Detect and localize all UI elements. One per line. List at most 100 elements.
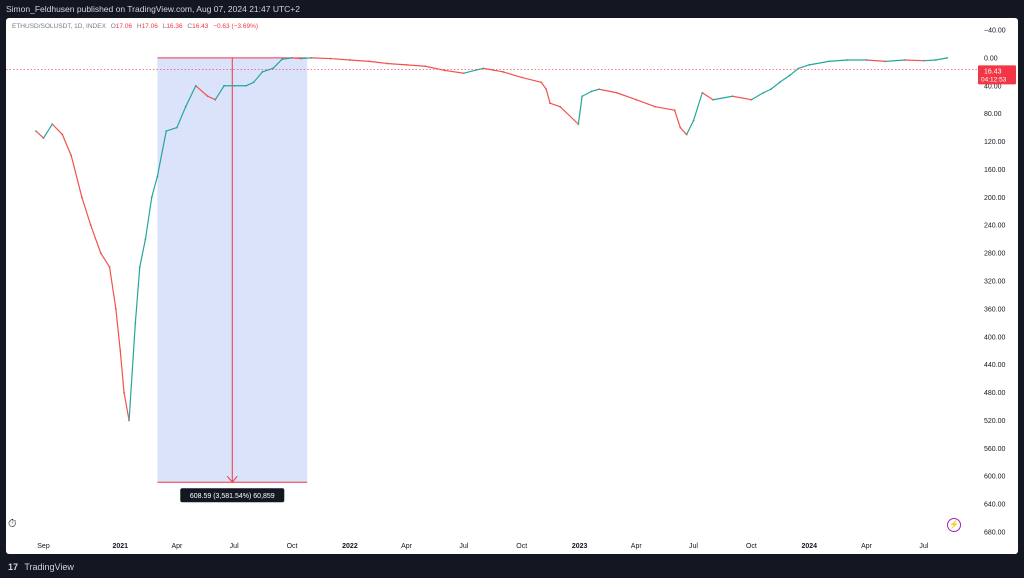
x-tick-label: Jul: [459, 543, 468, 550]
series-segment: [598, 88, 617, 94]
y-tick-label: 560.00: [984, 446, 1006, 453]
series-segment: [90, 225, 102, 254]
series-segment: [828, 59, 848, 62]
x-tick-label: Jul: [230, 543, 239, 550]
series-segment: [185, 85, 197, 107]
series-segment: [674, 109, 681, 128]
measure-arrow-head: [226, 475, 238, 483]
series-segment: [751, 92, 764, 101]
series-segment: [779, 74, 791, 83]
x-tick-label: Oct: [516, 543, 527, 550]
series-segment: [701, 92, 714, 101]
series-segment: [81, 197, 92, 226]
y-tick-label: 520.00: [984, 418, 1006, 425]
series-segment: [349, 59, 370, 62]
y-tick-label: 240.00: [984, 223, 1006, 230]
series-segment: [712, 95, 733, 101]
x-tick-label: Oct: [746, 543, 757, 550]
series-segment: [770, 81, 781, 90]
open-label: O: [110, 23, 116, 30]
series-segment: [935, 57, 948, 61]
y-tick-label: 640.00: [984, 502, 1006, 509]
lightning-icon[interactable]: ⚡: [947, 518, 961, 532]
series-segment: [549, 102, 561, 108]
series-segment: [521, 76, 542, 83]
series-segment: [463, 67, 484, 74]
y-tick-label: 280.00: [984, 251, 1006, 258]
series-segment: [272, 58, 283, 69]
series-segment: [763, 88, 772, 94]
measure-tool[interactable]: 608.59 (3,581.54%) 60,859: [157, 57, 308, 503]
series-segment: [369, 60, 388, 65]
price-tag: [978, 65, 1016, 85]
price-tag-countdown: 04:12:53: [981, 76, 1007, 83]
tradingview-logo[interactable]: 17: [8, 562, 19, 572]
x-tick-label: 2022: [342, 543, 358, 550]
y-tick-label: 360.00: [984, 306, 1006, 313]
series-segment: [692, 92, 703, 121]
series-segment: [195, 85, 209, 97]
low-label: L: [162, 23, 167, 30]
y-tick-label: 440.00: [984, 362, 1006, 369]
x-tick-label: 2024: [801, 543, 817, 550]
series-segment: [128, 322, 136, 421]
y-tick-label: 160.00: [984, 167, 1006, 174]
x-tick-label: Jul: [919, 543, 928, 550]
series-segment: [144, 197, 153, 240]
series-segment: [387, 62, 407, 66]
y-tick-label: 600.00: [984, 474, 1006, 481]
series-segment: [655, 106, 675, 111]
series-segment: [923, 59, 936, 62]
x-tick-label: 2021: [112, 543, 128, 550]
series-segment: [636, 99, 656, 108]
close-value: 16.43: [192, 23, 209, 30]
series-segment: [108, 266, 117, 309]
series-segment: [166, 127, 178, 132]
series-segment: [330, 57, 350, 61]
series-segment: [798, 64, 810, 69]
symbol-name[interactable]: ETHUSD/SOLUSDT, 1D, INDEX: [12, 23, 106, 30]
series-segment: [139, 239, 147, 268]
y-tick-label: 400.00: [984, 334, 1006, 341]
series-segment: [559, 106, 579, 125]
y-tick-label: −40.00: [984, 28, 1006, 35]
series-segment: [591, 88, 600, 92]
y-tick-label: 200.00: [984, 195, 1006, 202]
series-segment: [540, 81, 547, 90]
x-tick-label: Oct: [287, 543, 298, 550]
tradingview-brand[interactable]: TradingView: [24, 562, 74, 572]
series-segment: [866, 59, 886, 62]
series-segment: [207, 95, 216, 101]
series-segment: [115, 308, 121, 351]
series-segment: [123, 392, 130, 421]
x-tick-label: Apr: [631, 543, 643, 550]
series-segment: [35, 130, 44, 139]
series-segment: [545, 89, 551, 104]
price-tag-value: 16.43: [984, 68, 1002, 75]
series-segment: [732, 95, 752, 101]
series-segment: [616, 92, 637, 101]
y-tick-label: 120.00: [984, 139, 1006, 146]
x-tick-label: Apr: [171, 543, 183, 550]
high-value: 17.06: [141, 23, 158, 30]
series-segment: [176, 106, 187, 128]
x-tick-label: Apr: [861, 543, 873, 550]
stopwatch-icon[interactable]: ⏱: [8, 518, 17, 530]
price-series: [35, 56, 948, 422]
series-segment: [156, 130, 167, 177]
high-label: H: [136, 23, 142, 30]
series-segment: [300, 57, 312, 60]
x-tick-label: Jul: [689, 543, 698, 550]
series-segment: [119, 350, 125, 393]
y-tick-label: 320.00: [984, 279, 1006, 286]
low-value: 16.36: [166, 23, 183, 30]
series-segment: [885, 59, 905, 62]
series-segment: [253, 71, 263, 83]
series-segment: [679, 127, 688, 135]
series-segment: [134, 267, 141, 323]
series-segment: [686, 120, 695, 135]
measure-label: 608.59 (3,581.54%) 60,859: [190, 493, 275, 500]
close-label: C: [187, 23, 193, 30]
chart-canvas[interactable]: 608.59 (3,581.54%) 60,859 −40.00 0.00 40.0…: [6, 18, 1018, 554]
series-segment: [406, 64, 426, 67]
